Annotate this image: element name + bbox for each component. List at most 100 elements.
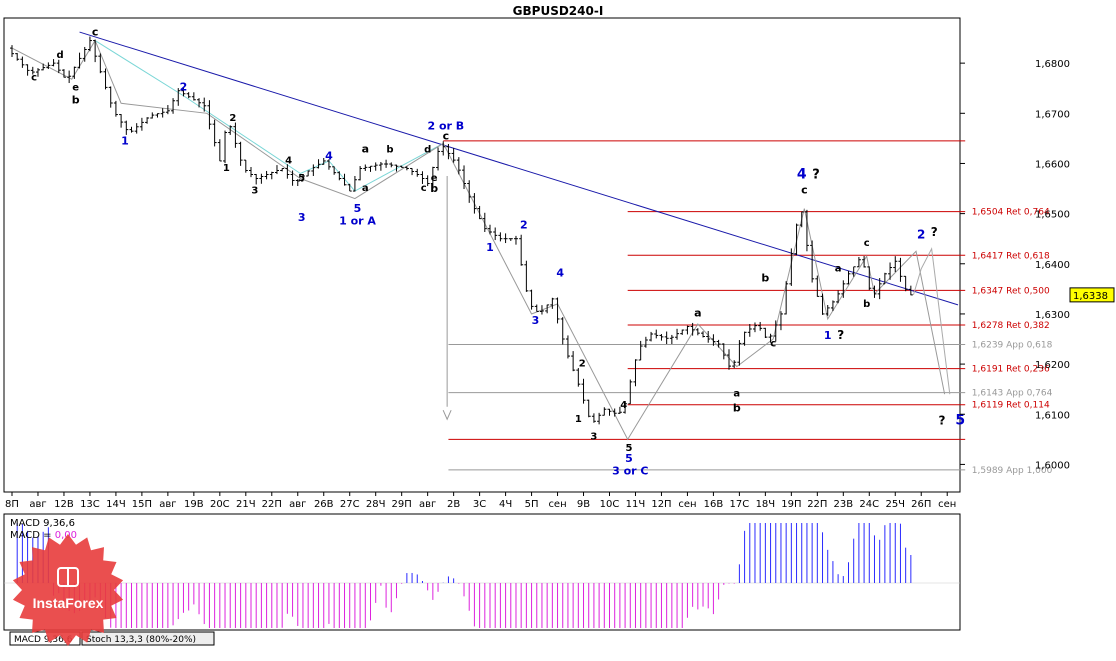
indicator-tab-label: MACD 9,36,6 — [14, 635, 73, 645]
time-tick-label: сен — [548, 499, 566, 510]
wave-label: 1 — [121, 134, 129, 147]
current-price-box — [1069, 287, 1115, 303]
wave-label: ? — [837, 328, 844, 342]
wave-label: ? — [931, 225, 938, 239]
wave-label: 3 — [532, 314, 540, 327]
wave-label: c — [801, 184, 808, 197]
wave-label: 4 — [620, 400, 627, 411]
indicator-tab-label: Stoch 13,3,3 (80%-20%) — [86, 635, 196, 645]
price-tick-label: 1,6200 — [1035, 360, 1070, 371]
time-tick-label: 13С — [80, 499, 100, 510]
time-tick-label: 19В — [184, 499, 204, 510]
wave-label: 2 — [229, 113, 236, 124]
macd-value: 0,00 — [55, 530, 77, 541]
time-tick-label: 28Ч — [366, 499, 386, 510]
time-tick-label: 8П — [5, 499, 19, 510]
price-tick-label: 1,6100 — [1035, 410, 1070, 421]
wave-guide-3 — [94, 40, 444, 200]
fib-level-label: 1,6504 Ret 0,764 — [972, 208, 1050, 218]
price-tick-label: 1,6500 — [1035, 210, 1070, 221]
time-tick-label: 22П — [807, 499, 827, 510]
time-tick-label: 10С — [600, 499, 620, 510]
wave-label: 2 — [180, 81, 188, 94]
wave-label: b — [386, 144, 393, 155]
fib-level-label: 1,6119 Ret 0,114 — [972, 401, 1050, 411]
frame-layer — [3, 17, 961, 631]
indicator-plot-frame — [3, 513, 961, 631]
time-tick-label: 5П — [525, 499, 539, 510]
wave-label: 4 — [556, 266, 564, 279]
wave-label: c — [770, 339, 776, 350]
time-tick-label: авг — [419, 499, 436, 510]
price-tick-label: 1,6300 — [1035, 310, 1070, 321]
time-tick-label: 9В — [577, 499, 590, 510]
wave-label: 2 — [917, 228, 925, 242]
time-tick-label: 26П — [911, 499, 931, 510]
time-tick-label: 26В — [314, 499, 334, 510]
wave-label: c — [864, 238, 870, 249]
wave-label: c — [92, 26, 99, 39]
time-tick-label: 11Ч — [626, 499, 646, 510]
time-tick-label: авг — [29, 499, 46, 510]
fib-level-label: 1,6191 Ret 0,236 — [972, 365, 1050, 375]
instaforex-logo: InstaForex — [12, 534, 124, 646]
wave-label: 5 — [298, 173, 305, 184]
time-tick-label: 19П — [781, 499, 801, 510]
wave-label: e — [72, 83, 79, 94]
projected-path — [912, 247, 951, 395]
wave-label: 5 — [354, 202, 362, 215]
resistance-trendline — [79, 31, 959, 306]
time-tick-label: 24С — [859, 499, 879, 510]
wave-label: 4 — [797, 167, 807, 183]
wave-label: c — [421, 183, 427, 194]
wave-label: a — [362, 183, 369, 194]
logo-badge — [12, 534, 124, 646]
fib-level-label: 1,6417 Ret 0,618 — [972, 251, 1050, 261]
wave-label: 2 or B — [427, 119, 464, 132]
fib-level-label: 1,6347 Ret 0,500 — [972, 286, 1050, 296]
time-tick-label: авг — [289, 499, 306, 510]
wave-label: 4 — [285, 155, 292, 166]
time-tick-label: сен — [678, 499, 696, 510]
time-tick-label: 2В — [447, 499, 460, 510]
fib-level-label: 1,6143 App 0,764 — [972, 389, 1053, 399]
time-tick-label: 12П — [651, 499, 671, 510]
wave-label: 5 — [625, 452, 633, 465]
wave-label: c — [31, 73, 37, 84]
wave-label: 3 — [590, 431, 597, 442]
time-tick-label: 20С — [210, 499, 230, 510]
wave-label: d — [424, 144, 431, 155]
time-tick-label: 4Ч — [499, 499, 512, 510]
price-tick-label: 1,6600 — [1035, 159, 1070, 170]
axis-layer: 1,68001,67001,66001,65001,64001,63001,62… — [5, 59, 1115, 510]
wave-guide-layer — [11, 40, 951, 441]
wave-label: 1 — [824, 329, 832, 342]
wave-guide-4 — [442, 143, 946, 441]
wave-label: 1 or A — [339, 215, 376, 228]
wave-label: 4 — [325, 149, 333, 162]
wave-guide-1 — [11, 40, 96, 80]
wave-label: a — [835, 263, 842, 274]
wave-label: d — [56, 50, 63, 61]
time-tick-label: авг — [159, 499, 176, 510]
wave-label: 1 — [223, 163, 230, 174]
time-tick-label: 14Ч — [106, 499, 126, 510]
time-tick-label: 29П — [392, 499, 412, 510]
time-tick-label: 25Ч — [885, 499, 905, 510]
logo-text: InstaForex — [33, 595, 104, 611]
wave-label: 3 — [251, 186, 258, 197]
wave-label: b — [863, 299, 870, 310]
wave-label: b — [733, 402, 741, 415]
wave-label: 5 — [625, 443, 632, 454]
wave-label: a — [362, 142, 369, 155]
wave-label: b — [430, 182, 438, 195]
time-tick-label: 12В — [54, 499, 74, 510]
chart-title: GBPUSD240-I — [513, 4, 604, 18]
fib-level-label: 1,5989 App 1,000 — [972, 466, 1053, 476]
time-tick-label: сен — [938, 499, 956, 510]
wave-label: 3 or C — [612, 464, 648, 477]
